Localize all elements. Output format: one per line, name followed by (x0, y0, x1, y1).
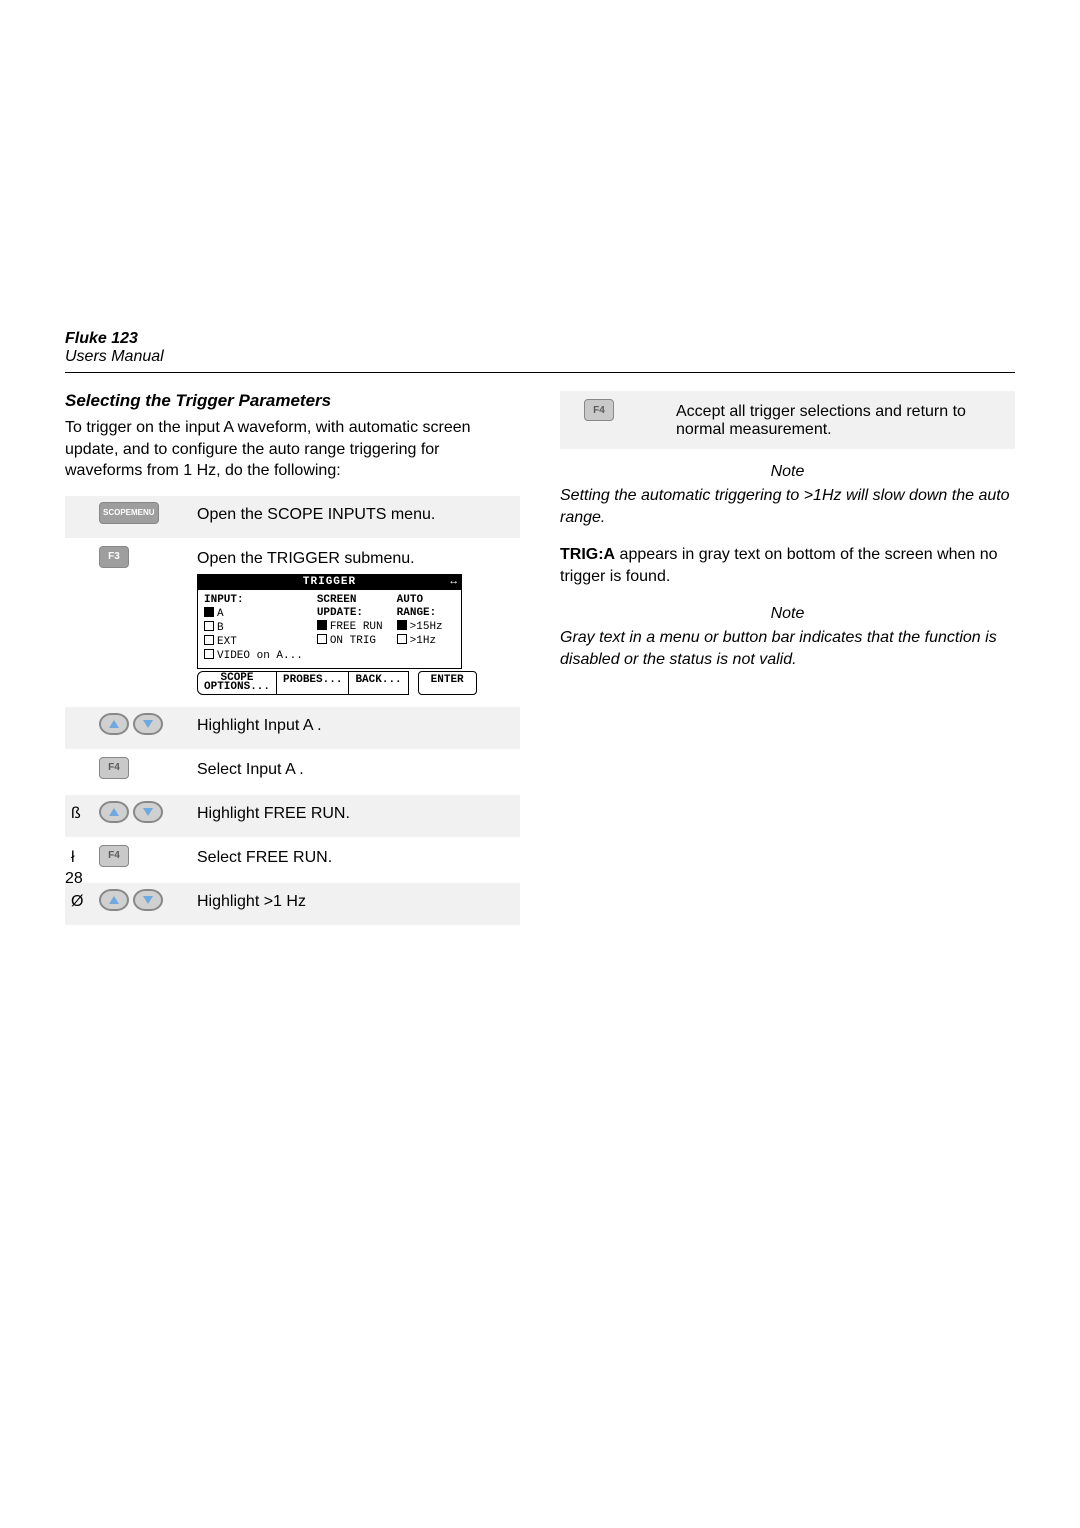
checkbox-empty-icon (317, 634, 327, 644)
submenu-col-input: INPUT: A B EXT VIDEO on A... (204, 594, 303, 662)
col-heading: RANGE: (397, 607, 443, 619)
arrow-up-key-icon (99, 801, 129, 823)
step-description: Highlight FREE RUN. (197, 799, 520, 823)
note-body: Gray text in a menu or button bar indica… (560, 627, 1015, 670)
checkbox-empty-icon (204, 621, 214, 631)
step-number (65, 711, 99, 717)
page-number: 28 (65, 870, 83, 888)
step-key-cell: F4 (584, 397, 676, 421)
submenu-title: TRIGGER ↔ (197, 574, 462, 590)
step-description: Accept all trigger selections and return… (676, 397, 1007, 439)
step-description-block: Open the TRIGGER submenu. TRIGGER ↔ INPU… (197, 544, 520, 701)
menu-option: >15Hz (397, 620, 443, 633)
menu-option: A (204, 607, 303, 620)
checkbox-filled-icon (317, 620, 327, 630)
f4-key-icon: F4 (99, 845, 129, 867)
step-row: ß Highlight FREE RUN. (65, 795, 520, 837)
trigger-submenu: TRIGGER ↔ INPUT: A B EXT VIDEO on A... (197, 574, 462, 695)
step-number: ł (65, 843, 99, 867)
step-description: Open the TRIGGER submenu. (197, 546, 520, 568)
scope-menu-key-icon: SCOPE MENU (99, 502, 159, 524)
menu-option: EXT (204, 635, 303, 648)
arrow-up-key-icon (99, 713, 129, 735)
scope-options-button: SCOPE OPTIONS... (197, 671, 277, 695)
submenu-button-row: SCOPE OPTIONS... PROBES... BACK... ENTER (197, 671, 462, 695)
arrow-down-key-icon (133, 889, 163, 911)
step-description: Highlight >1 Hz (197, 887, 520, 911)
step-row: F4 Select Input A . (65, 751, 520, 793)
f4-key-icon: F4 (584, 399, 614, 421)
menu-option: FREE RUN (317, 620, 383, 633)
arrow-down-key-icon (133, 801, 163, 823)
step-key-cell: SCOPE MENU (99, 500, 197, 524)
page-header: Fluke 123 Users Manual (65, 330, 1015, 366)
f4-accept-row: F4 Accept all trigger selections and ret… (560, 391, 1015, 449)
col-heading: AUTO (397, 594, 443, 606)
step-row: Ø Highlight >1 Hz (65, 883, 520, 925)
step-number: Ø (65, 887, 99, 911)
enter-button: ENTER (418, 671, 477, 695)
checkbox-empty-icon (204, 635, 214, 645)
checkbox-empty-icon (204, 649, 214, 659)
checkbox-filled-icon (397, 620, 407, 630)
step-description: Highlight Input A . (197, 711, 520, 735)
note-body: Setting the automatic triggering to >1Hz… (560, 485, 1015, 528)
step-key-cell: F4 (99, 755, 197, 779)
intro-paragraph: To trigger on the input A waveform, with… (65, 417, 520, 482)
back-button: BACK... (348, 671, 408, 695)
step-key-cell: F4 (99, 843, 197, 867)
steps-table: SCOPE MENU Open the SCOPE INPUTS menu. F… (65, 496, 520, 925)
step-key-cell: F3 (99, 544, 197, 568)
arrow-down-key-icon (133, 713, 163, 735)
step-number (65, 755, 99, 761)
note-label: Note (560, 463, 1015, 481)
menu-option: ON TRIG (317, 634, 383, 647)
probes-button: PROBES... (276, 671, 349, 695)
step-key-cell (99, 711, 197, 735)
col-heading: SCREEN (317, 594, 383, 606)
step-number (65, 500, 99, 506)
f4-key-icon: F4 (99, 757, 129, 779)
trig-a-rest: appears in gray text on bottom of the sc… (560, 546, 998, 585)
f3-key-icon: F3 (99, 546, 129, 568)
step-number (65, 544, 99, 550)
step-key-cell (99, 887, 197, 911)
step-number: ß (65, 799, 99, 823)
menu-option: VIDEO on A... (204, 649, 303, 662)
submenu-col-auto: AUTO RANGE: >15Hz >1Hz (397, 594, 443, 662)
step-row: F3 Open the TRIGGER submenu. TRIGGER ↔ (65, 540, 520, 705)
step-description: Select Input A . (197, 755, 520, 779)
submenu-col-screen: SCREEN UPDATE: FREE RUN ON TRIG (317, 594, 383, 662)
step-description: Select FREE RUN. (197, 843, 520, 867)
manual-subtitle: Users Manual (65, 348, 1015, 366)
step-row: SCOPE MENU Open the SCOPE INPUTS menu. (65, 496, 520, 538)
step-description: Open the SCOPE INPUTS menu. (197, 500, 520, 524)
col-heading: INPUT: (204, 594, 303, 606)
trig-a-bold: TRIG:A (560, 546, 615, 563)
col-heading: UPDATE: (317, 607, 383, 619)
checkbox-empty-icon (397, 634, 407, 644)
step-row: Highlight Input A . (65, 707, 520, 749)
product-title: Fluke 123 (65, 330, 1015, 348)
step-key-cell (99, 799, 197, 823)
checkbox-filled-icon (204, 607, 214, 617)
submenu-body: INPUT: A B EXT VIDEO on A... SCREEN UPDA… (197, 590, 462, 669)
arrow-up-key-icon (99, 889, 129, 911)
menu-option: B (204, 621, 303, 634)
note-label: Note (560, 605, 1015, 623)
left-column: Selecting the Trigger Parameters To trig… (65, 391, 520, 925)
step-row: ł F4 Select FREE RUN. (65, 839, 520, 881)
menu-option: >1Hz (397, 634, 443, 647)
right-column: F4 Accept all trigger selections and ret… (560, 391, 1015, 925)
nav-arrows-icon: ↔ (450, 576, 458, 588)
trig-a-paragraph: TRIG:A appears in gray text on bottom of… (560, 544, 1015, 587)
header-rule (65, 372, 1015, 373)
section-heading: Selecting the Trigger Parameters (65, 391, 520, 411)
